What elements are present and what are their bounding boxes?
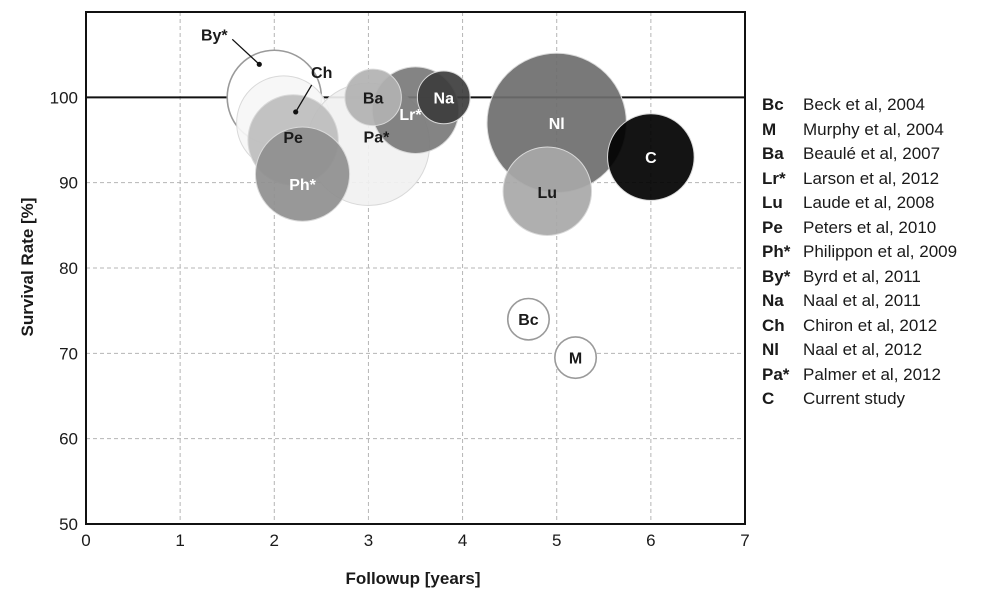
legend-item: C Current study bbox=[762, 387, 957, 412]
legend-text: Philippon et al, 2009 bbox=[803, 242, 958, 262]
leader-dot bbox=[256, 61, 262, 67]
legend-item: Na Naal et al, 2011 bbox=[762, 289, 957, 314]
x-axis-label: Followup [years] bbox=[345, 569, 480, 588]
y-tick-label: 50 bbox=[59, 515, 78, 534]
bubble-na bbox=[416, 70, 471, 125]
leader-dot bbox=[293, 109, 299, 115]
y-tick-label: 70 bbox=[59, 344, 78, 363]
bubble-label-pa: Pa* bbox=[364, 129, 391, 146]
legend-text: Beaulé et al, 2007 bbox=[803, 144, 941, 164]
bubble-label-na: Na bbox=[434, 90, 455, 107]
plot-frame bbox=[85, 11, 746, 525]
legend-code: Lu bbox=[762, 193, 783, 213]
legend-code: Pa* bbox=[762, 364, 790, 384]
legend-item: Lr* Larson et al, 2012 bbox=[762, 167, 957, 192]
y-axis-label: Survival Rate [%] bbox=[18, 198, 37, 337]
bubble-label-pe: Pe bbox=[283, 130, 303, 147]
x-tick-label: 4 bbox=[458, 531, 467, 550]
legend-text: Beck et al, 2004 bbox=[803, 95, 925, 115]
bubble-label-c: C bbox=[645, 150, 657, 167]
legend-item: Ba Beaulé et al, 2007 bbox=[762, 142, 957, 167]
legend-item: By* Byrd et al, 2011 bbox=[762, 265, 957, 290]
y-tick-label: 60 bbox=[59, 430, 78, 449]
legend-code: Bc bbox=[762, 95, 784, 115]
legend-text: Murphy et al, 2004 bbox=[803, 119, 944, 139]
legend-text: Peters et al, 2010 bbox=[803, 217, 937, 237]
legend: Bc Beck et al, 2004 M Murphy et al, 2004 Ba B… bbox=[762, 93, 957, 412]
legend-item: Bc Beck et al, 2004 bbox=[762, 93, 957, 118]
x-tick-label: 1 bbox=[175, 531, 184, 550]
y-tick-label: 80 bbox=[59, 259, 78, 278]
legend-item: Nl Naal et al, 2012 bbox=[762, 338, 957, 363]
legend-item: Ph* Philippon et al, 2009 bbox=[762, 240, 957, 265]
bubbles bbox=[226, 49, 695, 380]
legend-text: Larson et al, 2012 bbox=[803, 168, 940, 188]
legend-item: Lu Laude et al, 2008 bbox=[762, 191, 957, 216]
legend-text: Current study bbox=[803, 389, 906, 409]
bubble-label-nl: Nl bbox=[549, 116, 565, 133]
y-tick-label: 100 bbox=[50, 88, 78, 107]
bubble-ba bbox=[344, 68, 402, 127]
tick-labels: 0 1 2 3 4 5 6 7 50 60 70 80 90 100 bbox=[50, 88, 750, 550]
legend-text: Byrd et al, 2011 bbox=[803, 266, 921, 286]
bubble-label-bc: Bc bbox=[518, 312, 539, 329]
bubble-label-lu: Lu bbox=[538, 185, 558, 202]
x-tick-label: 7 bbox=[740, 531, 749, 550]
bubble-label-m: M bbox=[569, 351, 582, 368]
legend-text: Naal et al, 2012 bbox=[803, 340, 923, 360]
bubble-labels: By* Ch Pa* Pe Ph* Lr* Ba Na Nl Lu C Bc M bbox=[201, 27, 657, 367]
legend-code: Ba bbox=[762, 144, 784, 164]
bubble-label-ph: Ph* bbox=[289, 177, 316, 194]
legend-code: Ch bbox=[762, 315, 785, 335]
bubble-c bbox=[607, 113, 695, 201]
legend-text: Chiron et al, 2012 bbox=[803, 315, 938, 335]
legend-text: Laude et al, 2008 bbox=[803, 193, 935, 213]
bubble-label-ch: Ch bbox=[311, 65, 332, 82]
legend-text: Palmer et al, 2012 bbox=[803, 364, 941, 384]
bubble-label-by: By* bbox=[201, 27, 228, 44]
legend-code: M bbox=[762, 119, 777, 139]
legend-text: Naal et al, 2011 bbox=[803, 291, 921, 311]
legend-item: Pe Peters et al, 2010 bbox=[762, 216, 957, 241]
bubble-lu bbox=[502, 146, 593, 236]
legend-code: Lr* bbox=[762, 168, 786, 188]
legend-code: C bbox=[762, 389, 775, 409]
legend-code: Ph* bbox=[762, 242, 791, 262]
bubble-bc bbox=[506, 297, 550, 341]
legend-code: Na bbox=[762, 291, 784, 311]
legend-item: Pa* Palmer et al, 2012 bbox=[762, 363, 957, 388]
x-tick-label: 6 bbox=[646, 531, 655, 550]
x-tick-label: 0 bbox=[81, 531, 90, 550]
y-tick-label: 90 bbox=[59, 174, 78, 193]
legend-code: Pe bbox=[762, 217, 783, 237]
legend-code: Nl bbox=[762, 340, 779, 360]
bubble-ph bbox=[254, 126, 351, 222]
bubble-label-lr: Lr* bbox=[399, 107, 422, 124]
legend-item: M Murphy et al, 2004 bbox=[762, 118, 957, 143]
leader-line bbox=[295, 84, 313, 113]
x-tick-label: 3 bbox=[364, 531, 373, 550]
x-tick-label: 5 bbox=[552, 531, 561, 550]
legend-code: By* bbox=[762, 266, 791, 286]
bubble-label-ba: Ba bbox=[363, 90, 384, 107]
legend-item: Ch Chiron et al, 2012 bbox=[762, 314, 957, 339]
bubble-m bbox=[554, 336, 598, 380]
x-tick-label: 2 bbox=[270, 531, 279, 550]
leader-line bbox=[231, 38, 260, 65]
